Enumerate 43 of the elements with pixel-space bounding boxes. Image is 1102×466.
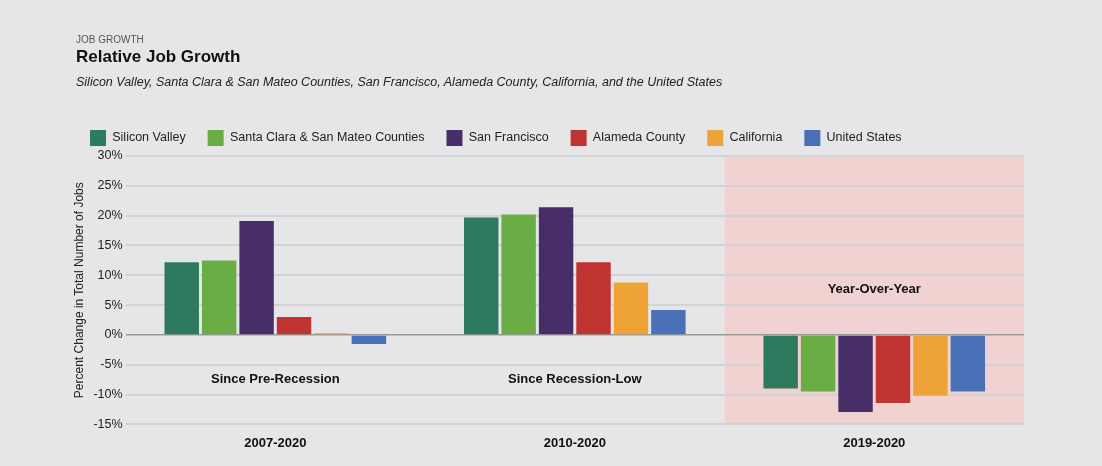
x-tick-label: 2007-2020 xyxy=(244,434,307,450)
legend-label: California xyxy=(729,130,783,145)
bar xyxy=(501,214,536,335)
legend-label: San Francisco xyxy=(468,130,549,145)
y-tick-label: 25% xyxy=(97,178,123,193)
bar xyxy=(538,207,574,335)
chart-title: Relative Job Growth xyxy=(76,47,242,67)
legend-label: United States xyxy=(826,130,902,145)
legend-label: Alameda County xyxy=(592,130,687,145)
bar xyxy=(763,335,798,389)
bar xyxy=(164,262,199,335)
bar xyxy=(239,221,274,335)
y-tick-label: -10% xyxy=(93,387,123,402)
y-tick-label: 20% xyxy=(97,208,123,223)
y-tick-label: 0% xyxy=(104,327,123,342)
y-tick-label: -5% xyxy=(100,357,123,372)
x-tick-label: 2019-2020 xyxy=(843,434,906,450)
legend-label: Silicon Valley xyxy=(112,130,187,145)
x-tick-label: 2010-2020 xyxy=(543,434,606,450)
bar xyxy=(201,260,237,335)
bar xyxy=(838,335,873,412)
y-axis-title: Percent Change in Total Number of Jobs xyxy=(71,182,86,399)
y-tick-label: -15% xyxy=(93,416,123,431)
legend-label: Santa Clara & San Mateo Counties xyxy=(229,130,425,145)
bar xyxy=(651,309,686,335)
bar xyxy=(276,317,312,335)
bar xyxy=(875,335,911,403)
bar xyxy=(463,217,499,335)
bar xyxy=(800,335,836,392)
y-tick-label: 30% xyxy=(97,148,123,163)
y-tick-label: 10% xyxy=(97,267,123,282)
bar xyxy=(950,335,986,392)
text: JOB GROWTH xyxy=(76,34,145,45)
bar xyxy=(613,282,649,335)
chart-subtitle: Silicon Valley, Santa Clara & San Mateo Counties, San Francisco, Alameda County, California, and the United States xyxy=(76,75,723,89)
annotation: Year-Over-Year xyxy=(827,280,921,296)
bar xyxy=(913,335,948,396)
y-tick-label: 5% xyxy=(104,297,123,312)
annotation: Since Recession-Low xyxy=(507,370,643,386)
y-tick-label: 15% xyxy=(97,237,123,252)
bar xyxy=(576,262,611,335)
annotation: Since Pre-Recession xyxy=(211,370,340,386)
bar xyxy=(351,335,387,344)
